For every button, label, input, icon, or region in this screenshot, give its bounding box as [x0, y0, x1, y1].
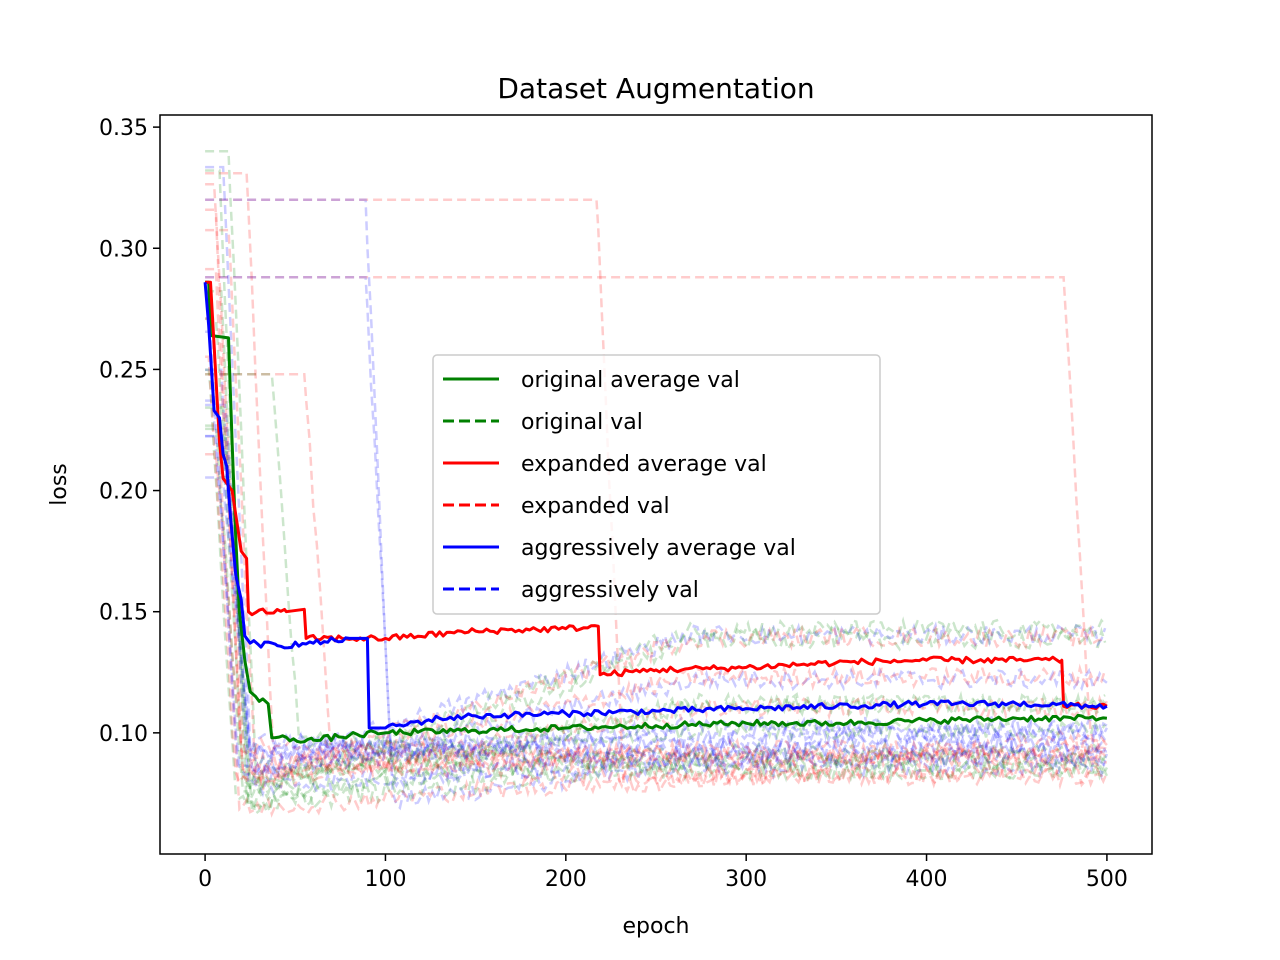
plot-frame [159, 114, 1153, 855]
series-line-3 [203, 282, 1108, 730]
background-run-line [205, 169, 1107, 811]
background-run-line [205, 267, 1106, 785]
legend-label: aggressively val [521, 578, 699, 603]
legend-label: aggressively average val [521, 536, 796, 561]
background-run-line [205, 368, 1109, 798]
legend-label: original average val [521, 368, 740, 393]
background-run-line [205, 368, 1106, 808]
x-tick-label: 400 [906, 867, 948, 892]
background-run-line [205, 434, 1108, 766]
background-run-line [205, 427, 1108, 816]
background-run-line [205, 453, 1107, 781]
x-tick-label: 500 [1086, 867, 1128, 892]
background-run-line [205, 403, 1108, 784]
legend-box [432, 354, 881, 615]
background-run-line [205, 276, 1107, 753]
x-tick-label: 300 [725, 867, 767, 892]
background-run-line [205, 150, 1109, 784]
series-lines [203, 280, 1108, 744]
x-tick-label: 0 [198, 867, 212, 892]
y-axis-label: loss [47, 463, 72, 506]
background-run-line [205, 355, 1107, 785]
background-run-line [205, 424, 1107, 803]
y-tick-label: 0.30 [99, 237, 148, 262]
background-run-line [205, 330, 1109, 776]
chart-title: Dataset Augmentation [497, 72, 814, 105]
background-run-line [205, 317, 1107, 818]
background-run-line [205, 228, 1109, 791]
x-axis: 0 100 200 300 400 500 [198, 854, 1128, 892]
y-axis: 0.10 0.15 0.20 0.25 0.30 0.35 [99, 116, 160, 747]
background-run-line [205, 276, 1108, 787]
background-run-line [205, 373, 1109, 783]
background-run-line [205, 476, 1107, 767]
y-tick-label: 0.20 [99, 480, 148, 505]
series-line-1 [205, 280, 1108, 744]
y-tick-label: 0.15 [99, 601, 148, 626]
background-run-line [205, 399, 1107, 776]
x-tick-label: 100 [364, 867, 406, 892]
background-run-line [205, 434, 1107, 763]
background-run-line [205, 373, 1108, 771]
y-tick-label: 0.10 [99, 722, 148, 747]
background-run-line [205, 317, 1106, 793]
background-runs [205, 150, 1109, 818]
background-run-line [205, 198, 1108, 811]
background-run-line [205, 198, 1108, 797]
legend: original average val original val expanded… [432, 354, 881, 615]
legend-label: original val [521, 410, 643, 435]
x-tick-label: 200 [545, 867, 587, 892]
background-run-line [205, 406, 1107, 790]
series-line-2 [205, 280, 1108, 710]
y-tick-label: 0.35 [99, 116, 148, 141]
legend-label: expanded val [521, 494, 670, 519]
background-run-line [205, 208, 1106, 773]
background-run-line [205, 165, 1107, 781]
y-tick-label: 0.25 [99, 358, 148, 383]
x-axis-label: epoch [623, 914, 690, 939]
background-run-line [205, 171, 1107, 776]
legend-label: expanded average val [521, 452, 767, 477]
